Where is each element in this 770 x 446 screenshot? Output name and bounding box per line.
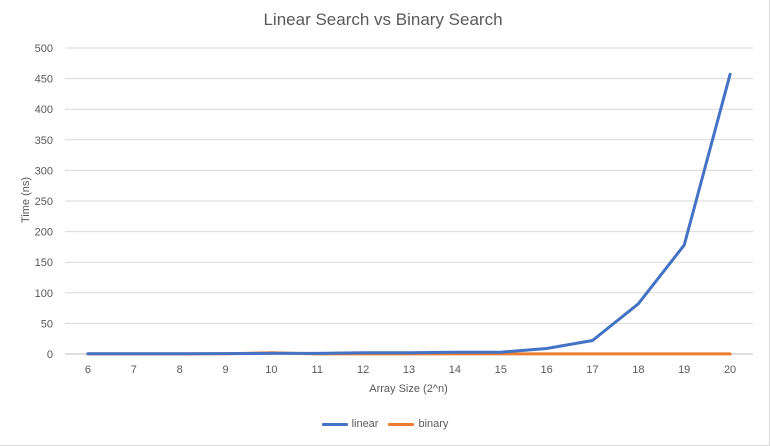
x-tick-label: 18 bbox=[632, 364, 644, 376]
y-tick-label: 150 bbox=[35, 257, 53, 269]
legend-swatch-linear bbox=[321, 422, 348, 426]
y-tick-label: 100 bbox=[35, 288, 53, 300]
y-tick-label: 350 bbox=[35, 135, 53, 147]
y-tick-label: 0 bbox=[47, 349, 53, 361]
x-tick-label: 13 bbox=[403, 364, 415, 376]
x-tick-label: 7 bbox=[131, 364, 137, 376]
legend-item-linear: linear bbox=[321, 418, 379, 430]
x-axis-label: Array Size (2^n) bbox=[369, 383, 448, 395]
x-tick-label: 6 bbox=[85, 364, 91, 376]
x-tick-label: 11 bbox=[312, 364, 323, 376]
x-tick-label: 16 bbox=[540, 364, 552, 376]
x-tick-label: 15 bbox=[495, 364, 507, 376]
x-tick-label: 8 bbox=[177, 364, 183, 376]
x-tick-label: 9 bbox=[222, 364, 228, 376]
y-tick-label: 400 bbox=[35, 104, 53, 116]
legend-label-linear: linear bbox=[351, 418, 379, 430]
y-tick-label: 300 bbox=[35, 165, 53, 177]
legend-item-binary: binary bbox=[388, 418, 448, 430]
legend-label-binary: binary bbox=[418, 418, 449, 430]
series-line-linear bbox=[86, 72, 732, 356]
x-tick-label: 14 bbox=[449, 364, 461, 376]
x-tick-label: 10 bbox=[265, 364, 277, 376]
y-tick-label: 200 bbox=[35, 227, 53, 239]
x-tick-label: 17 bbox=[586, 364, 598, 376]
x-tick-label: 12 bbox=[357, 364, 369, 376]
x-tick-label: 19 bbox=[678, 364, 690, 376]
y-tick-label: 50 bbox=[41, 318, 53, 330]
legend-swatch-binary bbox=[388, 422, 415, 426]
y-tick-label: 450 bbox=[35, 74, 53, 86]
y-tick-label: 500 bbox=[35, 43, 53, 55]
chart-title: Linear Search vs Binary Search bbox=[263, 10, 503, 29]
y-tick-label: 250 bbox=[35, 196, 53, 208]
x-tick-label: 20 bbox=[724, 364, 736, 376]
legend: linear binary bbox=[0, 418, 770, 430]
